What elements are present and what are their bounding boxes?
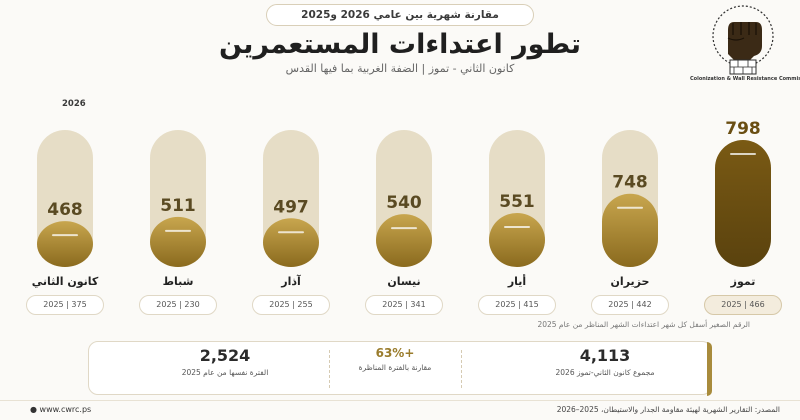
summary-total-label: مجموع كانون الثاني-تموز 2026 (555, 368, 655, 377)
comparison-note: الرقم الصغير أسفل كل شهر اعتداءات الشهر … (537, 320, 750, 329)
website-text: www.cwrc.ps (39, 405, 92, 414)
comparison-2025-badge: 2025 | 375 (26, 295, 104, 315)
summary-panel: 4,113 مجموع كانون الثاني-تموز 2026 +63% … (88, 341, 712, 396)
comparison-2025-badge: 2025 | 341 (365, 295, 443, 315)
summary-divider (461, 350, 462, 388)
fist-logo-icon (712, 5, 774, 75)
bar-2026 (150, 216, 206, 267)
bar-2026 (37, 221, 93, 267)
summary-prev-value: 2,524 (199, 346, 251, 365)
summary-prev-label: الفترة نفسها من عام 2025 (181, 368, 269, 377)
bar-value-label: 468 (47, 200, 83, 220)
comparison-2025-badge: 2025 | 230 (139, 295, 217, 315)
bar-value-label: 748 (612, 173, 648, 193)
month-label: حزيران (610, 275, 650, 288)
bar-2026 (263, 218, 319, 267)
month-label: نيسان (387, 275, 421, 288)
bar-2026 (489, 213, 545, 267)
source-text: المصدر: التقارير الشهرية لهيئة مقاومة ال… (556, 405, 780, 414)
bar-value-label: 511 (160, 196, 196, 216)
series-year-label: 2026 (62, 99, 86, 109)
bar-value-label: 540 (386, 193, 422, 213)
month-label: أيار (507, 275, 527, 288)
summary-change-label: مقارنة بالفترة المناظرة (358, 363, 432, 372)
bar-value-label: 551 (499, 192, 535, 212)
bar-chart: 468 511 497 540 551 748 798 (37, 119, 771, 267)
summary-accent (707, 342, 712, 396)
logo-caption: Colonization & Wall Resistance Commissio… (690, 76, 800, 82)
footer-divider (0, 400, 800, 401)
globe-icon: ● (30, 405, 37, 414)
month-label: كانون الثاني (31, 275, 99, 288)
bar-2026 (715, 140, 771, 267)
summary-previous: 2,524 الفترة نفسها من عام 2025 (145, 346, 305, 377)
month-label: شباط (162, 275, 194, 288)
month-label: آذار (281, 275, 301, 288)
summary-total-value: 4,113 (579, 346, 631, 365)
summary-total: 4,113 مجموع كانون الثاني-تموز 2026 (525, 346, 685, 377)
bar-2026 (602, 193, 658, 267)
comparison-2025-badge: 2025 | 415 (478, 295, 556, 315)
comparison-2025-badge: 2025 | 442 (591, 295, 669, 315)
bar-value-label: 497 (273, 197, 309, 217)
summary-change-value: +63% (375, 346, 415, 360)
bar-2026 (376, 214, 432, 267)
summary-change: +63% مقارنة بالفترة المناظرة (339, 346, 451, 372)
comparison-2025-badge: 2025 | 466 (704, 295, 782, 315)
page-title: تطور اعتداءات المستعمرين (218, 29, 582, 60)
comparison-pill: مقارنة شهرية بين عامي 2026 و2025 (266, 4, 534, 26)
bar-value-label: 798 (725, 119, 761, 139)
summary-divider (329, 350, 330, 388)
month-label: تموز (730, 275, 756, 288)
comparison-2025-badge: 2025 | 255 (252, 295, 330, 315)
page-subtitle: كانون الثاني - تموز | الضفة الغربية بما … (285, 62, 515, 75)
website-link[interactable]: ● www.cwrc.ps (30, 405, 91, 414)
